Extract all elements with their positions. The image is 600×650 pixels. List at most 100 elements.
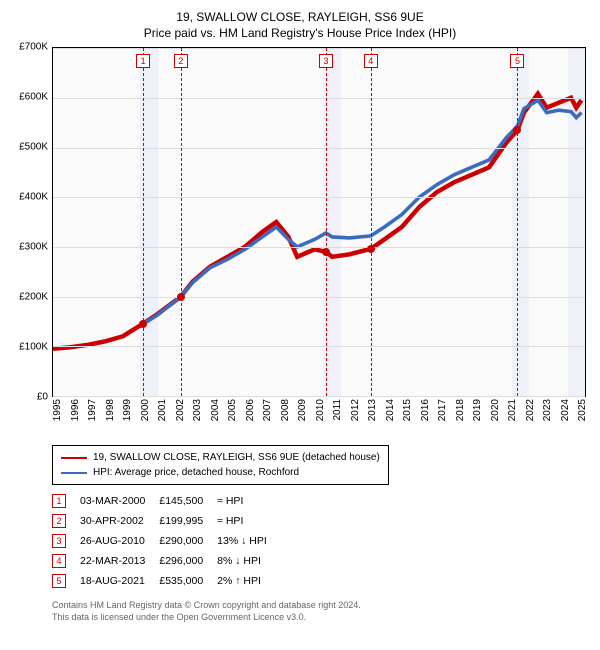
- transaction-table: 103-MAR-2000£145,500≈ HPI230-APR-2002£19…: [52, 491, 281, 591]
- event-point: [513, 126, 521, 134]
- gridline-h: [53, 148, 585, 149]
- y-axis: £0£100K£200K£300K£400K£500K£600K£700K: [8, 47, 52, 397]
- chart-title-block: 19, SWALLOW CLOSE, RAYLEIGH, SS6 9UE Pri…: [8, 10, 592, 41]
- tx-price-cell: £199,995: [159, 511, 217, 531]
- legend-item: 19, SWALLOW CLOSE, RAYLEIGH, SS6 9UE (de…: [61, 450, 380, 465]
- x-tick-label: 2010: [315, 399, 326, 421]
- tx-num-cell: 1: [52, 491, 80, 511]
- footer-line2: This data is licensed under the Open Gov…: [52, 611, 592, 623]
- x-tick-label: 1995: [52, 399, 63, 421]
- x-tick-label: 2019: [472, 399, 483, 421]
- x-tick-label: 2011: [332, 399, 343, 421]
- x-tick-label: 1996: [70, 399, 81, 421]
- event-marker: 3: [319, 54, 333, 68]
- tx-num-cell: 4: [52, 551, 80, 571]
- legend: 19, SWALLOW CLOSE, RAYLEIGH, SS6 9UE (de…: [52, 445, 389, 485]
- tx-rel-cell: ≈ HPI: [217, 491, 281, 511]
- x-tick-label: 2024: [560, 399, 571, 421]
- tx-rel-cell: 8% ↓ HPI: [217, 551, 281, 571]
- tx-price-cell: £296,000: [159, 551, 217, 571]
- event-marker: 1: [136, 54, 150, 68]
- x-tick-label: 2021: [507, 399, 518, 421]
- y-tick-label: £100K: [19, 342, 48, 353]
- x-tick-label: 2008: [280, 399, 291, 421]
- event-marker: 4: [364, 54, 378, 68]
- footer: Contains HM Land Registry data © Crown c…: [52, 599, 592, 623]
- table-row: 422-MAR-2013£296,0008% ↓ HPI: [52, 551, 281, 571]
- x-tick-label: 2012: [350, 399, 361, 421]
- event-marker: 5: [510, 54, 524, 68]
- event-point: [177, 293, 185, 301]
- x-tick-label: 2002: [175, 399, 186, 421]
- tx-num-cell: 3: [52, 531, 80, 551]
- x-tick-label: 1998: [105, 399, 116, 421]
- chart-title-sub: Price paid vs. HM Land Registry's House …: [8, 26, 592, 42]
- x-tick-label: 2007: [262, 399, 273, 421]
- tx-num-cell: 2: [52, 511, 80, 531]
- y-tick-label: £400K: [19, 192, 48, 203]
- x-tick-label: 2006: [245, 399, 256, 421]
- x-tick-label: 2017: [437, 399, 448, 421]
- x-tick-label: 2023: [542, 399, 553, 421]
- legend-swatch: [61, 472, 87, 474]
- x-tick-label: 1999: [122, 399, 133, 421]
- tx-rel-cell: 2% ↑ HPI: [217, 571, 281, 591]
- gridline-h: [53, 98, 585, 99]
- tx-number-icon: 2: [52, 514, 66, 528]
- y-tick-label: £200K: [19, 292, 48, 303]
- table-row: 5 18-AUG-2021£535,0002% ↑ HPI: [52, 571, 281, 591]
- tx-number-icon: 3: [52, 534, 66, 548]
- y-tick-label: £0: [37, 392, 48, 403]
- gridline-h: [53, 48, 585, 49]
- table-row: 230-APR-2002£199,995≈ HPI: [52, 511, 281, 531]
- event-line: [517, 48, 518, 396]
- gridline-h: [53, 247, 585, 248]
- x-tick-label: 2025: [577, 399, 588, 421]
- x-tick-label: 2009: [297, 399, 308, 421]
- x-tick-label: 2020: [490, 399, 501, 421]
- tx-price-cell: £535,000: [159, 571, 217, 591]
- event-line: [371, 48, 372, 396]
- legend-label: HPI: Average price, detached house, Roch…: [93, 465, 299, 480]
- tx-number-icon: 1: [52, 494, 66, 508]
- x-tick-label: 2000: [140, 399, 151, 421]
- table-row: 1 03-MAR-2000£145,500≈ HPI: [52, 491, 281, 511]
- plot-area: 1 2 3 4 5: [52, 47, 586, 397]
- tx-price-cell: £290,000: [159, 531, 217, 551]
- x-tick-label: 2018: [455, 399, 466, 421]
- event-point: [139, 320, 147, 328]
- event-point: [322, 248, 330, 256]
- legend-swatch: [61, 457, 87, 459]
- event-line: [143, 48, 144, 396]
- y-tick-label: £500K: [19, 142, 48, 153]
- legend-label: 19, SWALLOW CLOSE, RAYLEIGH, SS6 9UE (de…: [93, 450, 380, 465]
- y-tick-label: £700K: [19, 42, 48, 53]
- chart-title-main: 19, SWALLOW CLOSE, RAYLEIGH, SS6 9UE: [8, 10, 592, 26]
- gridline-h: [53, 197, 585, 198]
- x-tick-label: 2001: [157, 399, 168, 421]
- x-tick-label: 2015: [402, 399, 413, 421]
- tx-price-cell: £145,500: [159, 491, 217, 511]
- table-row: 3 26-AUG-2010£290,00013% ↓ HPI: [52, 531, 281, 551]
- tx-number-icon: 5: [52, 574, 66, 588]
- tx-date-cell: 22-MAR-2013: [80, 551, 159, 571]
- x-tick-label: 2004: [210, 399, 221, 421]
- chart-container: 19, SWALLOW CLOSE, RAYLEIGH, SS6 9UE Pri…: [0, 0, 600, 650]
- series-line-price_paid: [53, 94, 581, 349]
- event-line: [326, 48, 327, 396]
- tx-rel-cell: 13% ↓ HPI: [217, 531, 281, 551]
- event-line: [181, 48, 182, 396]
- x-tick-label: 2016: [420, 399, 431, 421]
- tx-date-cell: 18-AUG-2021: [80, 571, 159, 591]
- tx-date-cell: 26-AUG-2010: [80, 531, 159, 551]
- tx-date-cell: 03-MAR-2000: [80, 491, 159, 511]
- gridline-h: [53, 297, 585, 298]
- x-tick-label: 2022: [525, 399, 536, 421]
- x-tick-label: 2013: [367, 399, 378, 421]
- x-tick-label: 1997: [87, 399, 98, 421]
- x-tick-label: 2005: [227, 399, 238, 421]
- tx-num-cell: 5: [52, 571, 80, 591]
- tx-rel-cell: ≈ HPI: [217, 511, 281, 531]
- x-tick-label: 2014: [385, 399, 396, 421]
- event-marker: 2: [174, 54, 188, 68]
